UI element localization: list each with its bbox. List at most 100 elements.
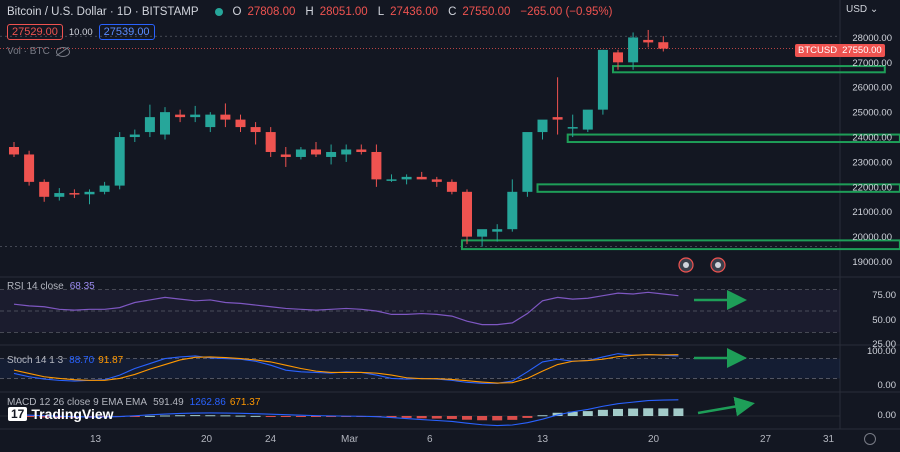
macd-histogram-bar <box>431 416 442 419</box>
macd-histogram-bar <box>160 415 170 417</box>
candle <box>446 181 457 192</box>
macd-histogram-bar <box>220 415 231 417</box>
symbol-title[interactable]: Bitcoin / U.S. Dollar · 1D · BITSTAMP <box>7 6 199 18</box>
bid-ask: 27529.00 10.00 27539.00 <box>7 24 155 40</box>
candle <box>160 112 170 135</box>
candle <box>280 154 291 157</box>
macd-level-0: 0.00 <box>877 410 897 421</box>
price-axis: 28000.00 27000.00 26000.00 25000.00 24000.00… <box>852 33 892 268</box>
buy-button[interactable]: 27539.00 <box>98 24 155 40</box>
price-tick: 25000.00 <box>852 108 892 119</box>
candle <box>613 52 623 63</box>
candle <box>311 149 321 155</box>
macd-histogram-bar <box>613 408 623 416</box>
macd-line-value: 1262.86 <box>189 397 226 408</box>
volume-label: Vol · BTC <box>7 46 50 57</box>
spread-value: 10.00 <box>68 26 93 38</box>
us-flag-event-icon <box>715 262 721 268</box>
candle <box>295 149 306 157</box>
macd-histogram-bar <box>446 416 457 419</box>
high-label: H <box>305 6 314 18</box>
candle <box>24 154 35 182</box>
candle <box>9 147 19 155</box>
macd-histogram-bar <box>205 415 216 417</box>
price-tick: 27000.00 <box>852 58 892 69</box>
candle <box>567 127 578 129</box>
macd-histogram-bar <box>39 416 50 418</box>
grid <box>0 0 900 430</box>
macd-histogram-bar <box>295 416 306 417</box>
candle <box>537 119 548 133</box>
stoch-level-0: 0.00 <box>877 380 897 391</box>
tv-mark-icon: 17 <box>8 407 28 421</box>
demand-zone <box>612 65 886 74</box>
price-tick: 28000.00 <box>852 33 892 44</box>
gear-icon[interactable] <box>864 433 876 445</box>
rsi-pane <box>0 289 840 333</box>
macd-histogram-bar <box>129 416 140 417</box>
currency-selector[interactable]: USD ⌄ <box>846 4 879 15</box>
macd-histogram-bar <box>24 416 35 418</box>
low-label: L <box>377 6 385 18</box>
macd-histogram-bar <box>326 416 337 417</box>
macd-histogram-bar <box>477 416 488 421</box>
price-tag-symbol: BTCUSD <box>798 45 838 56</box>
macd-histogram-bar <box>144 415 155 417</box>
x-tick: 6 <box>427 434 433 445</box>
price-tick: 23000.00 <box>852 157 892 168</box>
macd-label: MACD 12 26 close 9 EMA EMA <box>7 397 148 408</box>
stoch-k-line <box>13 353 679 384</box>
macd-histogram-bar <box>416 416 427 419</box>
stoch-d-value: 91.87 <box>98 355 124 366</box>
candles <box>9 29 669 247</box>
candle <box>144 117 155 133</box>
candle <box>658 42 669 49</box>
candle <box>597 49 608 110</box>
change-value: −265.00 (−0.95%) <box>520 6 613 18</box>
macd-histogram-bar <box>552 412 563 416</box>
low-value: 27436.00 <box>390 6 439 18</box>
macd-histogram-bar <box>673 408 684 416</box>
stoch-legend[interactable]: Stoch 14 1 3 88.70 91.87 <box>7 355 123 366</box>
price-tick: 19000.00 <box>852 257 892 268</box>
currency-label: USD <box>846 4 868 15</box>
tradingview-logo[interactable]: 17 TradingView <box>8 406 114 422</box>
macd-signal-value: 671.37 <box>229 397 261 408</box>
candle <box>39 181 50 197</box>
macd-legend[interactable]: MACD 12 26 close 9 EMA EMA 591.49 1262.86 6… <box>7 397 260 408</box>
candle <box>431 179 442 182</box>
candle <box>190 114 201 118</box>
candle <box>114 137 125 186</box>
candle <box>371 151 382 180</box>
candle <box>401 176 412 180</box>
candle <box>129 134 140 138</box>
rsi-level-75: 75.00 <box>872 290 896 301</box>
close-label: C <box>448 6 457 18</box>
candle <box>220 114 231 120</box>
rsi-level-25: 25.00 <box>872 339 896 350</box>
macd-hist-value: 591.49 <box>153 397 184 408</box>
rsi-legend[interactable]: RSI 14 close 68.35 <box>7 281 95 292</box>
market-open-icon <box>214 8 223 16</box>
last-price-tag: BTCUSD 27550.00 <box>795 44 885 57</box>
logo-text: TradingView <box>31 406 114 422</box>
sell-button[interactable]: 27529.00 <box>7 24 63 40</box>
macd-histogram-bar <box>537 415 548 417</box>
x-tick: Mar <box>341 434 359 445</box>
candle <box>250 127 261 133</box>
candle <box>84 191 95 195</box>
candle <box>205 114 216 128</box>
candle <box>477 229 488 237</box>
candle <box>175 114 186 118</box>
macd-histogram-bar <box>280 416 291 417</box>
x-tick: 24 <box>265 434 277 445</box>
volume-legend[interactable]: Vol · BTC <box>7 46 70 57</box>
macd-histogram-bar <box>522 416 533 418</box>
price-tick: 22000.00 <box>852 182 892 193</box>
price-tag-value: 27550.00 <box>842 45 882 56</box>
macd-histogram-bar <box>265 416 276 417</box>
candle <box>462 191 472 237</box>
eye-hidden-icon[interactable] <box>55 46 70 57</box>
x-tick: 20 <box>648 434 660 445</box>
